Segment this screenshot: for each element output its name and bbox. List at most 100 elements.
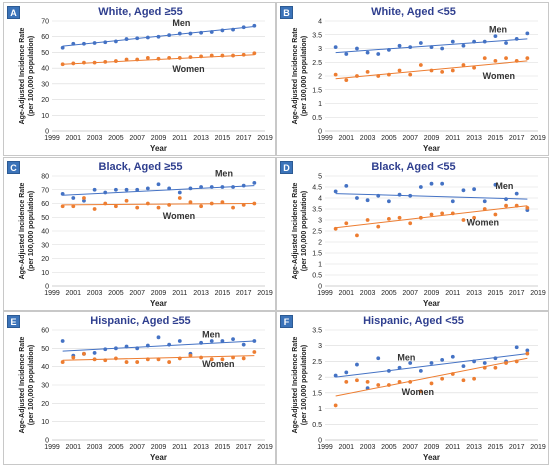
x-tick-label: 1999 (317, 135, 333, 142)
data-point-men (429, 181, 434, 186)
data-point-men (199, 30, 204, 35)
x-tick-label: 2011 (172, 290, 187, 297)
y-tick-label: 1 (318, 406, 322, 413)
y-tick-label: 4 (318, 19, 322, 26)
data-point-women (167, 202, 172, 207)
x-axis-label: Year (150, 299, 167, 308)
chart-svg: 0 0.5 1 1.5 2 2.5 3 3.5 4 1999 2001 2003 2005 2007 200… (292, 19, 546, 154)
data-point-men (114, 187, 118, 192)
data-point-men (472, 187, 476, 192)
y-tick-label: 20 (41, 256, 49, 263)
y-tick-label: 3 (318, 46, 322, 53)
x-tick-label: 2011 (445, 135, 460, 142)
data-point-men (135, 36, 140, 41)
data-point-men (440, 357, 445, 362)
series-label-men: Men (202, 330, 220, 340)
data-point-men (429, 45, 434, 50)
data-point-men (71, 196, 76, 200)
data-point-women (220, 200, 225, 205)
x-axis-label: Year (423, 144, 440, 153)
x-tick-label: 2009 (151, 290, 167, 297)
x-tick-label: 2001 (339, 135, 355, 142)
y-tick-label: 5 (318, 174, 322, 181)
data-point-women (156, 205, 161, 210)
data-point-women (408, 72, 413, 77)
data-point-men (450, 199, 455, 204)
data-point-men (376, 356, 381, 361)
data-point-men (177, 339, 182, 343)
data-point-men (397, 43, 402, 48)
y-tick-label: 3.5 (312, 32, 322, 39)
x-tick-label: 2005 (108, 135, 124, 142)
x-tick-label: 1999 (317, 444, 333, 451)
data-point-men (387, 47, 391, 52)
data-point-women (145, 56, 150, 60)
data-point-women (397, 68, 402, 73)
data-point-women (252, 350, 257, 354)
data-point-women (376, 74, 381, 78)
data-point-women (252, 51, 257, 56)
panel-letter: A (7, 6, 20, 19)
y-tick-label: 2 (318, 375, 322, 382)
data-point-men (525, 348, 530, 353)
data-point-women (188, 353, 193, 358)
x-tick-label: 2015 (488, 135, 504, 142)
data-point-women (114, 356, 118, 361)
y-tick-label: 0 (318, 284, 322, 291)
data-point-women (209, 357, 214, 362)
data-point-women (493, 365, 498, 370)
x-tick-label: 2011 (172, 135, 187, 142)
x-tick-label: 2003 (87, 135, 103, 142)
x-axis-label: Year (423, 453, 440, 462)
data-point-women (472, 376, 476, 381)
data-point-men (231, 27, 235, 32)
panel-title: Hispanic, Aged <55 (363, 315, 464, 327)
data-point-men (71, 41, 76, 46)
data-point-women (450, 211, 455, 216)
data-point-women (504, 361, 508, 365)
y-tick-label: 2 (318, 240, 322, 247)
data-point-women (71, 61, 76, 66)
series-label-men: Men (397, 353, 415, 363)
data-point-women (514, 58, 519, 63)
panel-d: D Black, Aged <55 0 0.5 1 1.5 2 2.5 3 3.5 4 4.5 5 1… (276, 157, 549, 311)
x-tick-label: 2011 (445, 444, 460, 451)
data-point-women (209, 53, 214, 58)
x-tick-label: 2007 (129, 444, 145, 451)
y-tick-label: 60 (41, 328, 49, 335)
x-tick-label: 2017 (509, 444, 525, 451)
y-axis-label: Age-Adjusted Incidence Rate (per 100,000 … (292, 182, 308, 279)
y-tick-label: 1.5 (312, 87, 322, 94)
y-axis-label-line: Age-Adjusted Incidence Rate (292, 182, 299, 279)
x-tick-label: 2009 (151, 135, 167, 142)
data-point-men (135, 187, 140, 192)
data-point-women (408, 221, 413, 226)
x-tick-label: 2019 (257, 290, 273, 297)
y-tick-label: 10 (41, 419, 49, 426)
y-tick-label: 20 (41, 401, 49, 408)
x-tick-label: 1999 (317, 290, 333, 297)
y-tick-label: 40 (41, 66, 49, 73)
x-tick-label: 2001 (66, 290, 82, 297)
x-tick-label: 2013 (466, 135, 482, 142)
panel-title: White, Aged <55 (371, 6, 456, 18)
data-point-men (333, 189, 338, 194)
y-tick-label: 4 (318, 196, 322, 203)
data-point-women (493, 212, 498, 217)
data-point-women (209, 201, 214, 206)
data-point-men (252, 23, 257, 28)
data-point-women (103, 59, 108, 64)
data-point-men (514, 345, 519, 350)
panel-f: F Hispanic, Aged <55 0 0.5 1 1.5 2 2.5 3 3.5 199… (276, 311, 549, 465)
y-tick-label: 30 (41, 81, 49, 88)
data-point-men (177, 31, 182, 36)
data-point-women (103, 358, 108, 363)
panel-letter: C (7, 161, 20, 174)
x-tick-label: 1999 (44, 290, 60, 297)
x-axis-label: Year (423, 299, 440, 308)
y-tick-label: 60 (41, 201, 49, 208)
data-point-women (461, 63, 466, 67)
data-point-women (92, 60, 97, 65)
data-point-men (220, 185, 225, 189)
data-point-women (241, 202, 246, 207)
